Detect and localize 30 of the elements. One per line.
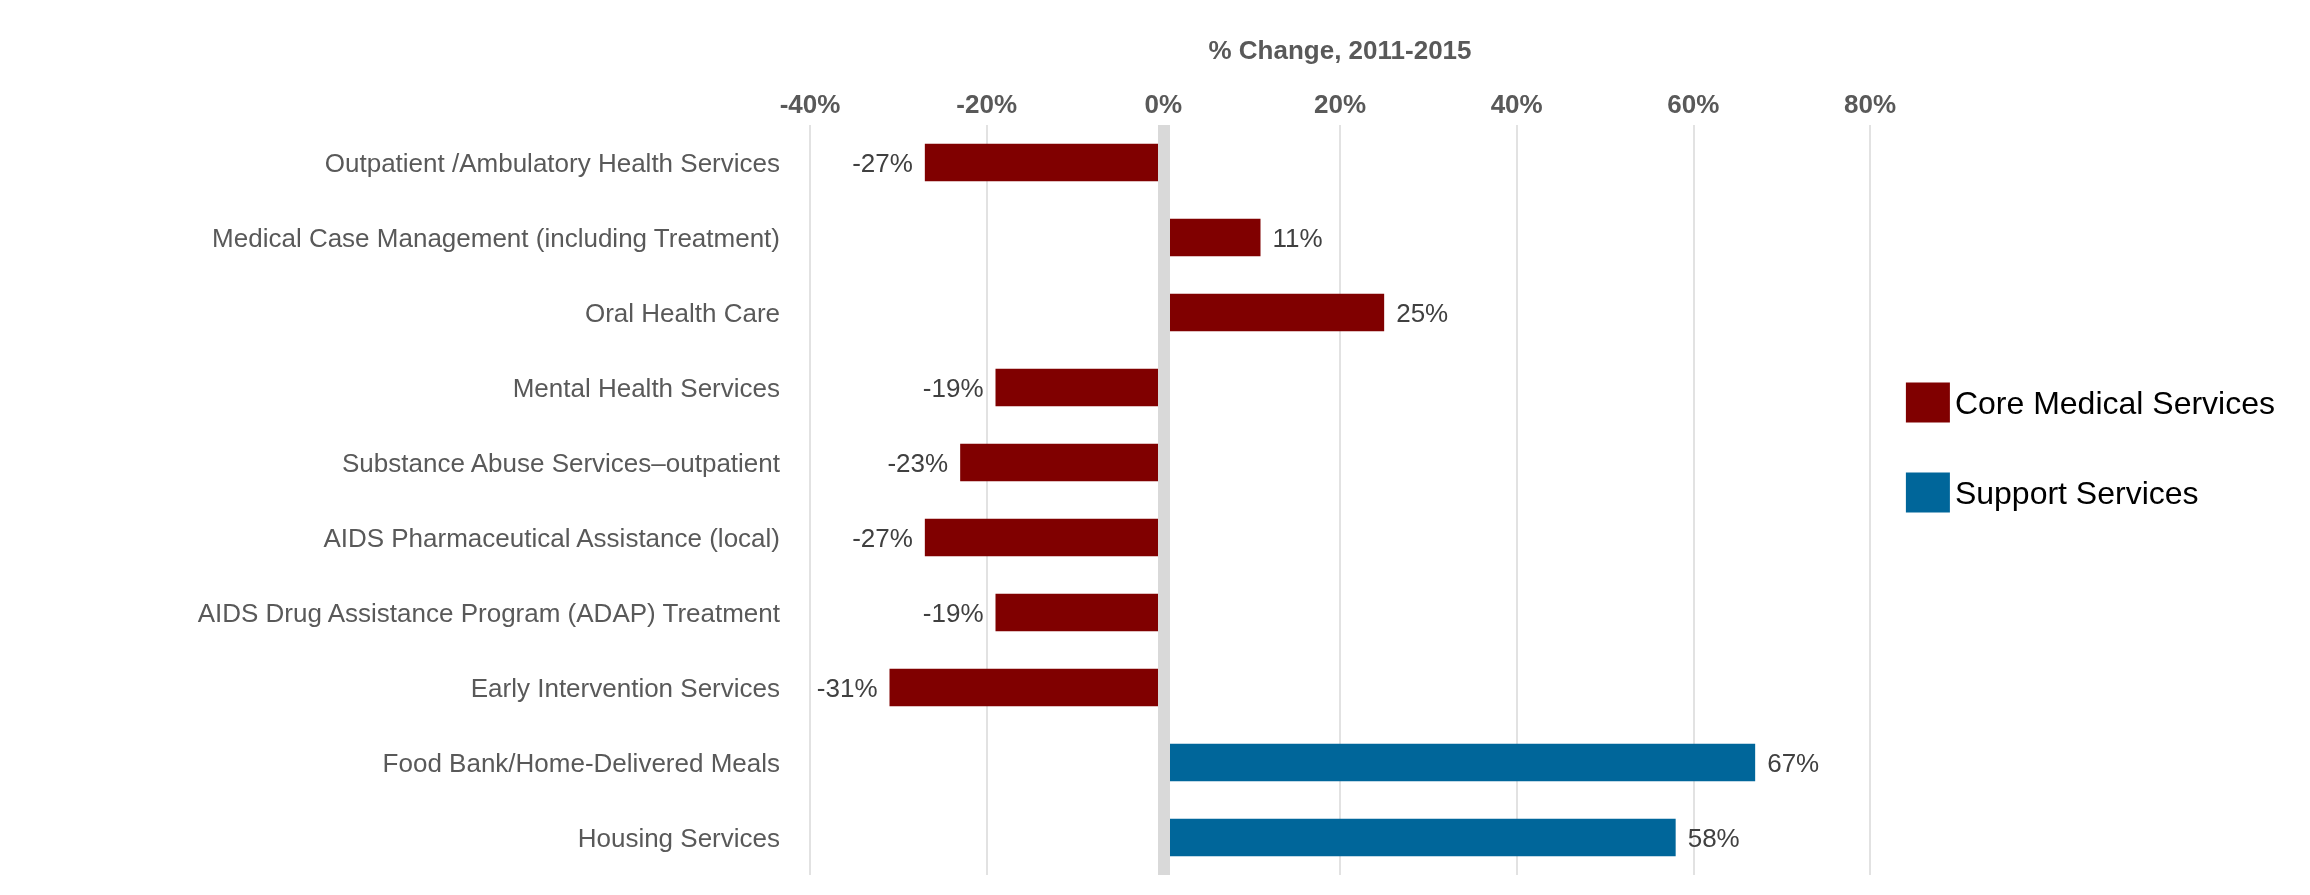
x-tick-label: -40% (779, 89, 841, 119)
y-tick-label: AIDS Pharmaceutical Assistance (local) (323, 522, 780, 553)
y-tick-label: Mental Health Services (512, 372, 780, 403)
y-tick-label: Oral Health Care (584, 297, 780, 328)
data-label: -23% (887, 447, 949, 478)
data-label: -27% (852, 147, 913, 178)
x-tick-label: -20% (956, 89, 1018, 119)
data-label: 67% (1767, 747, 1820, 778)
data-label: -19% (922, 372, 984, 403)
data-label: -19% (922, 597, 984, 628)
data-label: 25% (1396, 297, 1449, 328)
data-label: 58% (1687, 822, 1740, 853)
legend-label: Support Services (1954, 474, 2199, 511)
y-tick-label: Medical Case Management (including Treatment) (212, 222, 780, 253)
x-tick-label: 0% (1144, 89, 1183, 119)
x-tick-label: 40% (1490, 89, 1543, 119)
y-tick-label: AIDS Drug Assistance Program (ADAP) Treatment (197, 597, 781, 628)
legend-label: Core Medical Services (1954, 384, 2275, 421)
y-tick-label: Housing Services (577, 822, 780, 853)
y-tick-label: Food Bank/Home-Delivered Meals (382, 747, 780, 778)
y-tick-label: Outpatient /Ambulatory Health Services (324, 147, 780, 178)
data-label: 11% (1272, 222, 1323, 253)
x-tick-label: 60% (1667, 89, 1720, 119)
x-axis-title: % Change, 2011-2015 (1208, 35, 1472, 65)
data-label: -31% (816, 672, 878, 703)
data-label: -27% (852, 522, 913, 553)
y-tick-label: Substance Abuse Services–outpatient (342, 447, 781, 478)
y-tick-label: Early Intervention Services (470, 672, 780, 703)
x-tick-label: 80% (1843, 89, 1897, 119)
x-tick-label: 20% (1313, 89, 1367, 119)
